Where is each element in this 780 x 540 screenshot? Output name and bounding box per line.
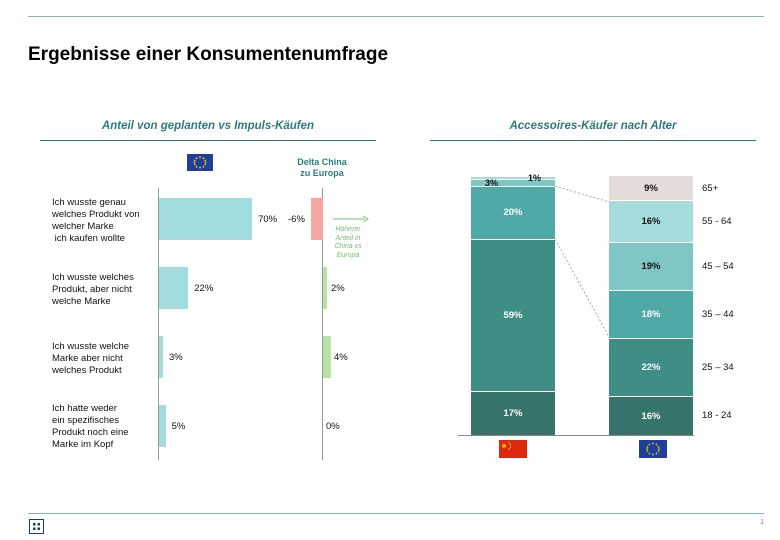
china-segment-18-24: 17%: [471, 391, 555, 435]
bar-value-label: 3%: [169, 352, 183, 363]
china-flag-icon: [499, 440, 527, 458]
eu-flag-icon: [639, 440, 667, 458]
europe-segment-65plus: 9%: [609, 176, 693, 200]
page-number: 1: [760, 519, 764, 526]
right-section-title: Accessoires-Käufer nach Alter: [509, 120, 677, 132]
europe-segment-55-64: 16%: [609, 200, 693, 242]
top-rule: [28, 16, 764, 17]
age-label-45-54: 45 – 54: [702, 261, 734, 272]
delta-value-label: -6%: [288, 214, 305, 225]
left-section-title: Anteil von geplanten vs Impuls-Käufen: [101, 120, 315, 132]
delta-header-line2: zu Europa: [300, 168, 344, 178]
bottom-rule: [28, 513, 764, 514]
europe-segment-45-54: 19%: [609, 242, 693, 290]
question-label-3: Ich wusste welche Marke aber nicht welch…: [52, 341, 130, 376]
china-segment-25-34: 59%: [471, 239, 555, 391]
age-label-55-64: 55 - 64: [702, 216, 732, 227]
eu-flag-icon: [187, 154, 213, 171]
bar-planned-product-brand: [159, 198, 253, 240]
delta-header: Delta China zu Europa: [287, 157, 357, 179]
delta-bar: [311, 198, 323, 240]
question-label-1: Ich wusste genau welches Produkt von wel…: [52, 197, 140, 244]
age-label-65plus: 65+: [702, 183, 719, 194]
delta-note: Höherer Anteil in China vs Europa: [334, 226, 362, 259]
bar-axis-line: [158, 188, 159, 460]
delta-axis-line: [322, 188, 323, 460]
bar-planned-product-only: [159, 267, 189, 309]
china-segment-55-64: 3%: [471, 178, 555, 188]
page-title: Ergebnisse einer Konsumentenumfrage: [28, 44, 389, 65]
bar-impulse: [159, 405, 166, 447]
china-segment-65plus: 1%: [471, 173, 555, 183]
delta-value-label: 4%: [334, 352, 348, 363]
question-label-2: Ich wusste welches Produkt, aber nicht w…: [52, 272, 134, 307]
bar-value-label: 22%: [194, 283, 214, 294]
right-section-underline: [430, 140, 756, 141]
china-segment-35-54: 20%: [471, 186, 555, 239]
question-label-4: Ich hatte weder ein spezifisches Produkt…: [52, 403, 129, 450]
age-label-18-24: 18 - 24: [702, 410, 732, 421]
europe-segment-25-34: 22%: [609, 338, 693, 396]
age-label-25-34: 25 – 34: [702, 362, 734, 373]
company-logo-icon: [29, 519, 44, 534]
stack-connector: [555, 186, 609, 338]
bar-value-label: 70%: [258, 214, 278, 225]
age-label-35-44: 35 – 44: [702, 309, 734, 320]
left-section-underline: [40, 140, 376, 141]
delta-header-line1: Delta China: [297, 157, 347, 167]
stack-baseline: [458, 435, 694, 436]
delta-value-label: 0%: [326, 421, 340, 432]
bar-planned-brand-only: [159, 336, 163, 378]
europe-segment-35-44: 18%: [609, 290, 693, 338]
delta-bar: [323, 336, 331, 378]
europe-segment-18-24: 16%: [609, 396, 693, 435]
bar-value-label: 5%: [171, 421, 186, 432]
delta-bar: [323, 267, 327, 309]
delta-value-label: 2%: [331, 283, 345, 294]
arrow-right-icon: [333, 215, 369, 223]
